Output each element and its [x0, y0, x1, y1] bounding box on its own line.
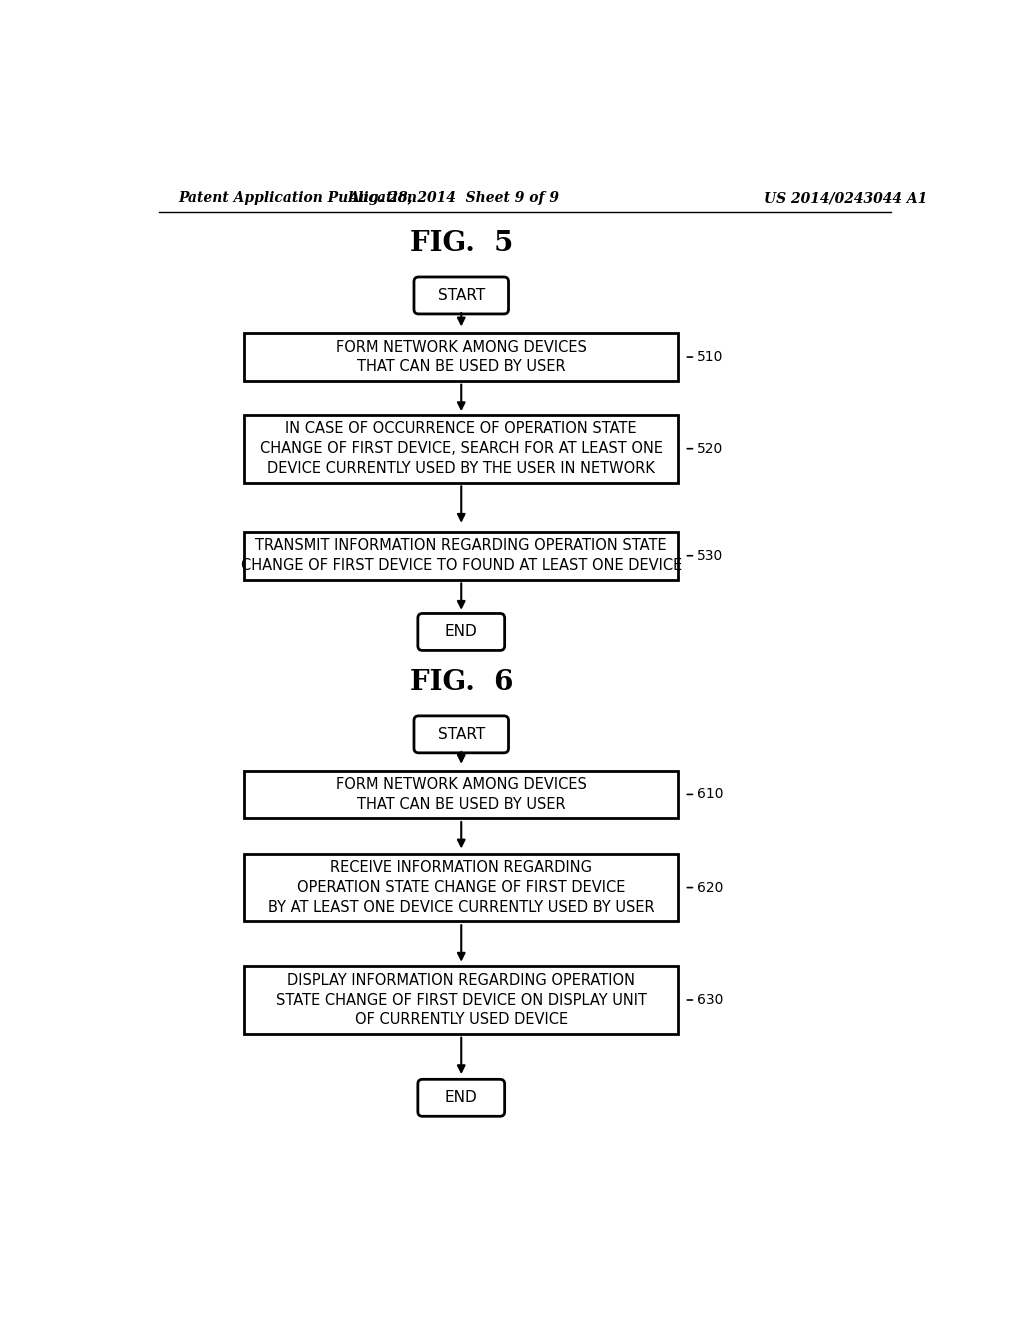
FancyBboxPatch shape	[245, 333, 678, 381]
Text: DISPLAY INFORMATION REGARDING OPERATION
STATE CHANGE OF FIRST DEVICE ON DISPLAY : DISPLAY INFORMATION REGARDING OPERATION …	[275, 973, 647, 1027]
FancyBboxPatch shape	[245, 414, 678, 483]
Text: IN CASE OF OCCURRENCE OF OPERATION STATE
CHANGE OF FIRST DEVICE, SEARCH FOR AT L: IN CASE OF OCCURRENCE OF OPERATION STATE…	[260, 421, 663, 477]
Text: Aug. 28, 2014  Sheet 9 of 9: Aug. 28, 2014 Sheet 9 of 9	[348, 191, 559, 206]
FancyBboxPatch shape	[245, 854, 678, 921]
Text: FORM NETWORK AMONG DEVICES
THAT CAN BE USED BY USER: FORM NETWORK AMONG DEVICES THAT CAN BE U…	[336, 339, 587, 375]
Text: RECEIVE INFORMATION REGARDING
OPERATION STATE CHANGE OF FIRST DEVICE
BY AT LEAST: RECEIVE INFORMATION REGARDING OPERATION …	[268, 861, 654, 915]
Text: FIG.  5: FIG. 5	[410, 230, 513, 256]
FancyBboxPatch shape	[418, 614, 505, 651]
Text: END: END	[444, 624, 477, 639]
Text: FIG.  6: FIG. 6	[410, 668, 513, 696]
FancyBboxPatch shape	[245, 966, 678, 1034]
FancyBboxPatch shape	[245, 771, 678, 818]
Text: TRANSMIT INFORMATION REGARDING OPERATION STATE
CHANGE OF FIRST DEVICE TO FOUND A: TRANSMIT INFORMATION REGARDING OPERATION…	[241, 539, 682, 573]
FancyBboxPatch shape	[245, 532, 678, 579]
Text: END: END	[444, 1090, 477, 1105]
Text: 510: 510	[697, 350, 723, 364]
Text: 530: 530	[697, 549, 723, 562]
Text: START: START	[437, 727, 485, 742]
Text: US 2014/0243044 A1: US 2014/0243044 A1	[764, 191, 927, 206]
Text: 520: 520	[697, 442, 723, 455]
Text: FORM NETWORK AMONG DEVICES
THAT CAN BE USED BY USER: FORM NETWORK AMONG DEVICES THAT CAN BE U…	[336, 777, 587, 812]
FancyBboxPatch shape	[414, 277, 509, 314]
Text: 630: 630	[697, 993, 723, 1007]
Text: 610: 610	[697, 788, 723, 801]
FancyBboxPatch shape	[418, 1080, 505, 1117]
Text: START: START	[437, 288, 485, 304]
FancyBboxPatch shape	[414, 715, 509, 752]
Text: 620: 620	[697, 880, 723, 895]
Text: Patent Application Publication: Patent Application Publication	[178, 191, 418, 206]
